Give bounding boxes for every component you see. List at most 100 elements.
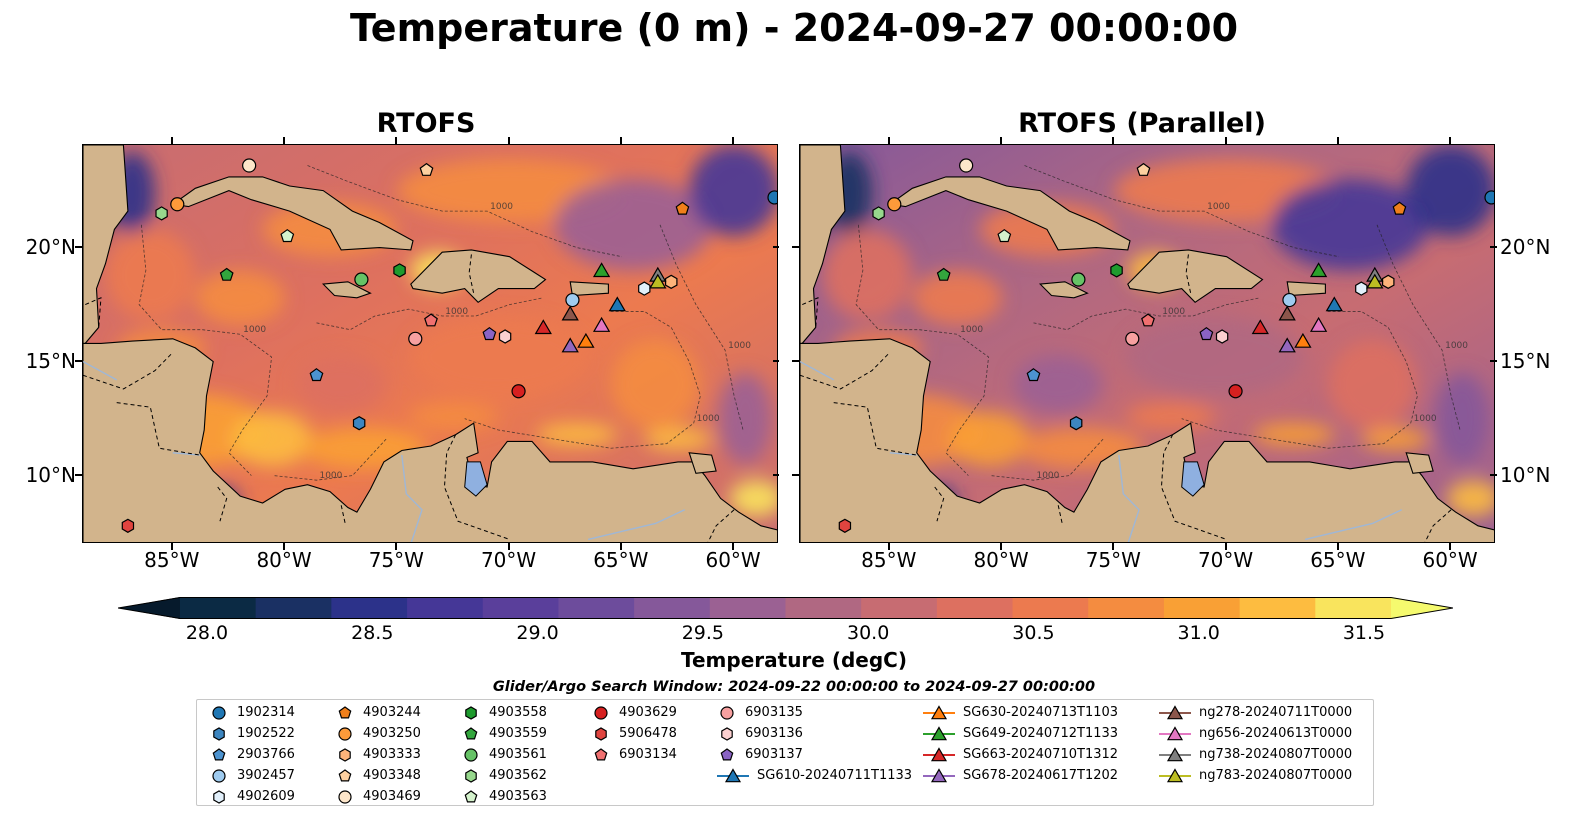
legend-item: ng738-20240807T0000 [1157,744,1352,764]
station-SG678-20240617T1202 [561,337,579,353]
land [569,281,609,297]
legend-marker [923,726,955,741]
lon-tick-label: 80°W [256,548,312,572]
legend-marker-shape [212,706,226,720]
legend-item-label: 4903244 [363,704,421,720]
legend-marker [594,706,608,720]
legend-marker [721,727,733,741]
contour-label: 1000 [1036,471,1059,481]
legend-marker-shape [465,769,477,783]
country-border [85,296,102,328]
legend-item-label: 4903558 [489,704,547,720]
legend-item: 4903563 [459,786,547,806]
river [83,360,118,381]
colorbar-segment [861,597,938,619]
lon-tick-mark [1336,137,1339,144]
station-6903134 [424,313,438,327]
station-SG610-20240711T1133 [1325,296,1343,312]
legend-marker-shape [930,705,948,720]
land [1286,281,1326,297]
legend-item: 4903250 [333,723,421,743]
legend-item-label: 4903629 [619,704,677,720]
colorbar-segment [709,597,786,619]
station-2903766 [309,368,324,382]
legend-item-label: 6903136 [745,725,803,741]
station-5906478 [838,518,852,533]
lon-tick-mark [1224,543,1227,550]
station-6903135 [1125,331,1140,346]
legend-marker-shape [213,727,225,741]
colorbar-segment [634,597,711,619]
contour-label: 1000 [697,414,720,424]
colorbar-segment [1088,597,1165,619]
lat-tick-label-left: 20°N [25,234,76,259]
lon-tick-mark [507,137,510,144]
river [1118,454,1140,542]
legend-item: SG649-20240712T1133 [921,723,1118,743]
lon-tick-mark [1000,137,1003,144]
contour-label: 1000 [490,202,513,212]
legend-marker-shape [724,768,742,783]
legend-marker-shape [594,706,608,720]
bathymetry-contour [307,165,622,258]
colorbar-segment [407,597,484,619]
station-1902522 [352,416,366,431]
legend-item-label: SG649-20240712T1133 [963,725,1119,741]
station-SG663-20240710T1312 [534,319,552,335]
legend-item-label: 4903333 [363,746,421,762]
legend-item-label: 4903469 [363,788,421,804]
legend-marker [923,747,955,762]
legend-marker [338,769,352,782]
legend-item: 2903766 [207,744,295,764]
station-2903766 [1026,368,1041,382]
colorbar-tick-label: 29.0 [516,622,559,644]
bathymetry-contour [990,438,1104,481]
lon-tick-label: 75°W [368,548,424,572]
legend-item-label: 5906478 [619,725,677,741]
legend-item: 4903244 [333,702,421,722]
country-border [934,486,945,522]
legend-marker-shape [594,748,608,761]
country-border [1424,509,1452,542]
country-border [707,509,735,542]
legend-item: ng278-20240711T0000 [1157,702,1352,722]
country-border [802,296,819,328]
panel-title-rtofs: RTOFS [376,108,476,139]
legend-item: SG610-20240711T1133 [715,765,912,785]
legend-item-label: 1902522 [237,725,295,741]
lon-tick-label: 85°W [144,548,200,572]
legend-item-label: 2903766 [237,746,295,762]
colorbar-segment [558,597,635,619]
legend-item: 4902609 [207,786,295,806]
station-SG678-20240617T1202 [1278,337,1296,353]
station-6903135 [408,331,423,346]
legend-item: 4903562 [459,765,547,785]
lon-tick-mark [170,137,173,144]
legend-item-label: 3902457 [237,767,295,783]
legend-marker-shape [212,769,226,783]
legend-marker [464,790,478,803]
legend-marker-shape [1166,705,1184,720]
lon-tick-label: 70°W [1197,548,1254,572]
colorbar-tick-label: 30.5 [1012,622,1055,644]
land [688,452,717,474]
lat-tick-mark [773,473,779,476]
lake-maracaibo [1181,461,1205,497]
lat-tick-label-left: 10°N [25,462,76,487]
legend-item-label: 4903250 [363,725,421,741]
station-4903244 [675,201,690,215]
station-6903137 [482,326,497,341]
land [410,249,547,304]
legend-marker [1159,768,1191,783]
station-4903629 [1228,384,1243,399]
station-4903250 [887,197,902,212]
legend-marker-shape [338,769,352,782]
station-ng656-20240613T0000 [1309,316,1328,332]
colorbar-label: Temperature (degC) [681,648,907,672]
colorbar-segment [1315,597,1392,619]
lon-tick-mark [170,543,173,550]
legend-marker-shape [721,727,733,741]
map-svg: 1000 1000 1000 1000 1000 1000 [83,145,777,542]
lon-tick-mark [1449,543,1452,550]
lat-tick-label-right: 10°N [1500,462,1551,487]
